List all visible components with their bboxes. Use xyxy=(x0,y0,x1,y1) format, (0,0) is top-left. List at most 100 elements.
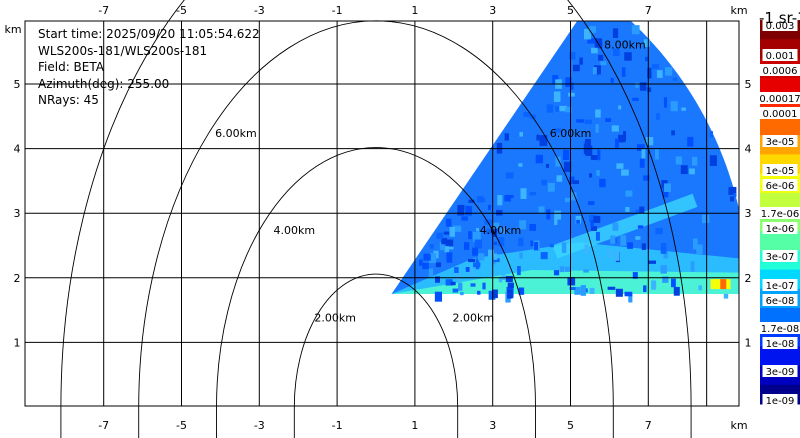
sector-cell xyxy=(733,193,737,197)
sector-cell xyxy=(504,133,509,141)
sector-cell xyxy=(556,175,563,182)
range-ring-label: 6.00km xyxy=(550,127,592,140)
sector-cell xyxy=(538,206,545,213)
sector-cell xyxy=(418,259,423,266)
sector-cell xyxy=(645,56,649,62)
sector-cell xyxy=(453,225,462,232)
sector-cell xyxy=(449,226,456,237)
sector-cell xyxy=(647,87,652,93)
sector-cell xyxy=(621,67,626,77)
range-ring-label: 6.00km xyxy=(215,127,257,140)
sector-cell xyxy=(587,38,596,44)
plot-frame xyxy=(24,20,740,407)
sector-cell xyxy=(627,242,633,249)
sector-cell xyxy=(612,28,619,38)
colorbar-swatch xyxy=(760,231,800,251)
sector-cell xyxy=(518,237,524,247)
sector-cell xyxy=(579,57,583,65)
sector-cell xyxy=(595,109,601,118)
colorbar-label: 3e-05 xyxy=(766,137,795,148)
x-tick-label-top: 1 xyxy=(411,4,418,17)
sector-cell xyxy=(468,199,475,203)
sector-cell xyxy=(569,176,575,185)
sector-cell xyxy=(553,270,560,276)
sector-cell xyxy=(628,293,633,303)
sector-cell xyxy=(576,219,580,224)
colorbar-label-bg xyxy=(762,279,798,291)
x-tick-label-top: 3 xyxy=(489,4,496,17)
sector-cell xyxy=(545,163,550,168)
sector-cell xyxy=(645,137,654,146)
sector-cell xyxy=(596,169,600,176)
sector-cell xyxy=(611,125,619,132)
sector-cell xyxy=(656,113,660,120)
colorbar-label: 1.7e-06 xyxy=(761,209,799,220)
sector-cell xyxy=(507,289,513,299)
sector-cell xyxy=(607,286,616,290)
instrument-text: WLS200s-181/WLS200s-181 xyxy=(38,43,208,58)
sector-cell xyxy=(518,287,525,295)
range-ring-label: 4.00km xyxy=(274,224,316,237)
sector-cell xyxy=(529,223,537,231)
sector-cell xyxy=(612,222,619,231)
x-tick-label-top: 5 xyxy=(567,4,574,17)
sector-cell xyxy=(702,214,710,224)
sector-cell xyxy=(482,282,486,290)
sector-cell xyxy=(635,82,639,88)
sector-cell xyxy=(598,54,604,61)
field-text: Field: BETA xyxy=(38,60,104,74)
y-tick-label-right: 2 xyxy=(745,272,752,285)
sector-cell xyxy=(455,270,461,281)
sector-cell xyxy=(671,130,675,136)
y-tick-label-left: 5 xyxy=(14,78,21,91)
sector-cell xyxy=(446,252,453,263)
sector-cell xyxy=(595,124,599,133)
sector-cell xyxy=(540,252,548,260)
sector-cell xyxy=(565,106,572,113)
sector-cell xyxy=(651,280,657,290)
sector-cell xyxy=(568,92,575,97)
sector-cell xyxy=(457,204,465,216)
y-tick-label-left: 4 xyxy=(14,143,21,156)
colorbar-label: 1e-09 xyxy=(766,396,795,407)
sector-cell xyxy=(439,242,445,251)
sector-cell xyxy=(583,269,589,273)
sector-cell xyxy=(672,77,677,81)
sector-cell xyxy=(698,285,703,291)
sector-cell xyxy=(570,192,577,201)
sector-cell xyxy=(575,215,582,224)
sector-cell xyxy=(730,196,735,202)
sector-cell xyxy=(647,67,652,79)
sector-cell xyxy=(662,186,669,198)
sector-cell xyxy=(673,286,680,296)
sector-cell xyxy=(529,191,536,196)
sector-cell xyxy=(492,260,496,265)
sector-cell xyxy=(614,250,620,261)
sector-cell xyxy=(589,173,593,178)
y-tick-label-right: 4 xyxy=(745,143,752,156)
sector-cell xyxy=(520,188,527,200)
sector-cell xyxy=(612,48,620,57)
sector-cell xyxy=(445,239,454,247)
sector-cell xyxy=(507,282,514,288)
sector-cell xyxy=(610,77,614,83)
sector-cell xyxy=(692,238,698,250)
sector-cell xyxy=(458,282,463,291)
sector-cell xyxy=(468,258,476,263)
sector-cell xyxy=(635,236,641,240)
sector-cell xyxy=(443,231,450,235)
sector-cell xyxy=(488,290,496,300)
range-ring xyxy=(293,273,459,438)
sector-cell xyxy=(517,266,521,276)
sector-cell xyxy=(637,225,644,229)
sector-cell xyxy=(597,255,602,259)
sector-cell xyxy=(493,258,500,263)
sector-cell xyxy=(641,243,646,250)
sector-cell xyxy=(563,161,572,173)
sector-cell xyxy=(554,128,562,133)
sector-cell xyxy=(655,227,663,235)
sector-cell xyxy=(465,267,470,272)
sector-cell xyxy=(584,119,592,125)
sector-cell xyxy=(423,253,431,261)
sector-cell xyxy=(747,290,751,298)
